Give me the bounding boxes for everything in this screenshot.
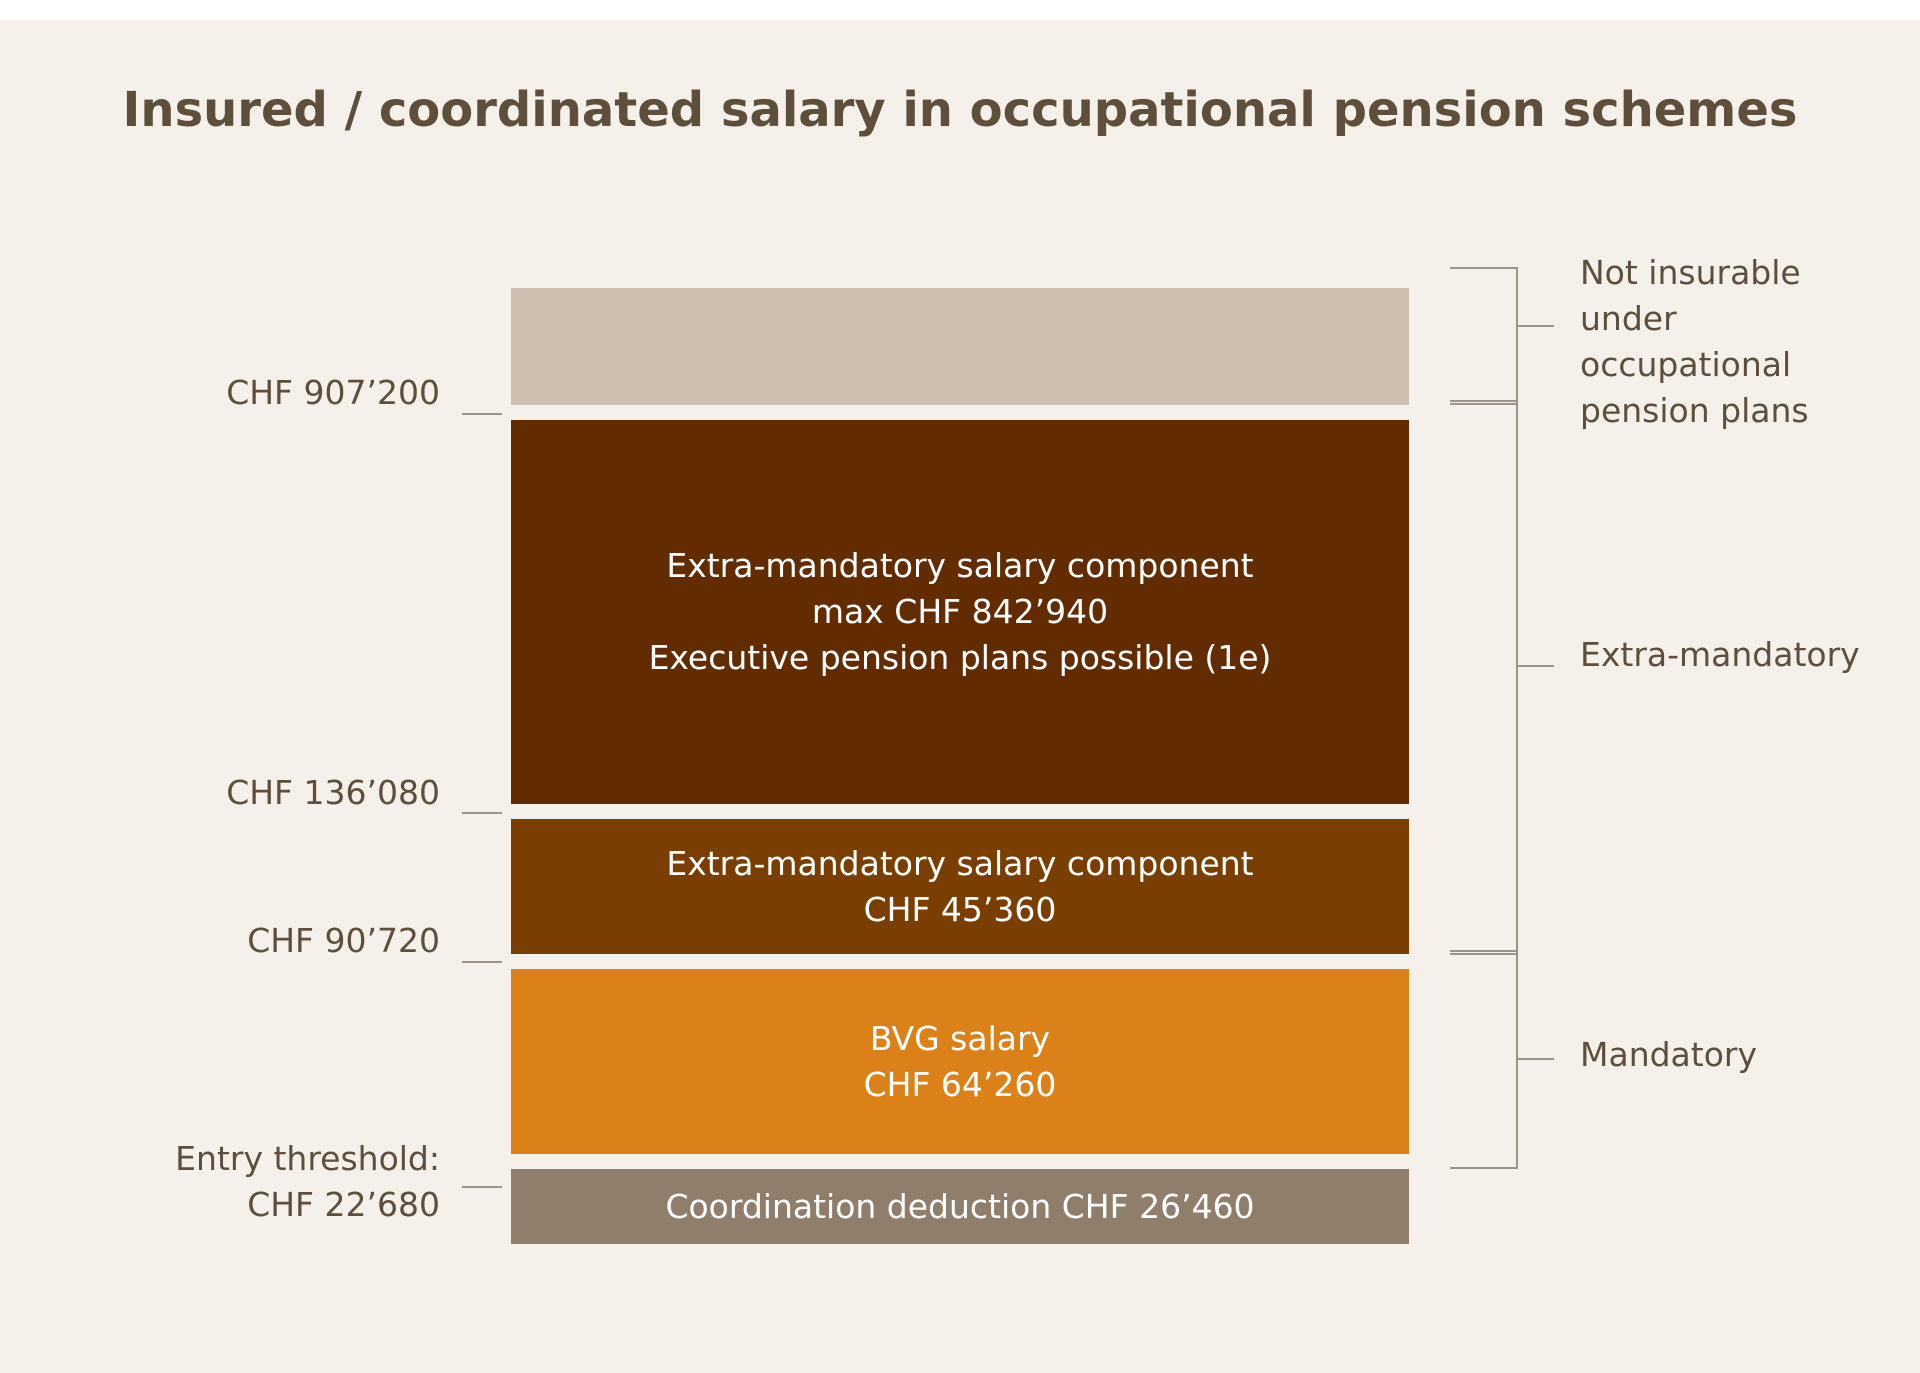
block-extra-mandatory-lower: Extra-mandatory salary component CHF 45’… (511, 819, 1409, 954)
bvg-line-1: BVG salary (869, 1018, 1051, 1058)
side-label-not-insurable: Not insurable under occupational pension… (1580, 250, 1809, 434)
bracket-not-insurable (1450, 267, 1518, 405)
level-90720-text: CHF 90’720 (247, 921, 440, 960)
level-tick-90720 (462, 961, 502, 963)
level-label-136080: CHF 136’080 (226, 770, 440, 816)
entry-threshold-line-2: CHF 22’680 (247, 1185, 440, 1224)
block-coordination-deduction: Coordination deduction CHF 26’460 (511, 1169, 1409, 1244)
side-label-extra-mandatory: Extra-mandatory (1580, 632, 1860, 678)
extra-lower-line-1: Extra-mandatory salary component (666, 843, 1254, 883)
block-bvg-salary: BVG salary CHF 64’260 (511, 969, 1409, 1154)
entry-threshold-line-1: Entry threshold: (175, 1139, 440, 1178)
diagram-canvas: Insured / coordinated salary in occupati… (0, 20, 1920, 1373)
mandatory-label: Mandatory (1580, 1035, 1758, 1074)
diagram-title: Insured / coordinated salary in occupati… (122, 82, 1798, 138)
level-136080-text: CHF 136’080 (226, 773, 440, 812)
extra-mandatory-label: Extra-mandatory (1580, 635, 1860, 674)
extra-upper-line-1: Extra-mandatory salary component (666, 546, 1254, 585)
bracket-extra-mandatory (1450, 400, 1518, 955)
level-label-90720: CHF 90’720 (247, 918, 440, 964)
not-insurable-line-4: pension plans (1580, 391, 1809, 430)
level-label-907200: CHF 907’200 (226, 370, 440, 416)
bvg-line-2: CHF 64’260 (863, 1064, 1057, 1104)
level-tick-entry-threshold (462, 1186, 502, 1188)
block-not-insurable (511, 288, 1409, 405)
level-tick-907200 (462, 413, 502, 415)
bracket-not-insurable-stub (1518, 325, 1554, 327)
level-label-entry-threshold: Entry threshold: CHF 22’680 (175, 1136, 440, 1228)
extra-upper-line-3: Executive pension plans possible (1e) (648, 638, 1272, 677)
block-extra-mandatory-upper: Extra-mandatory salary component max CHF… (511, 420, 1409, 804)
not-insurable-line-3: occupational (1580, 345, 1792, 384)
bracket-mandatory (1450, 950, 1518, 1169)
extra-lower-line-2: CHF 45’360 (863, 889, 1057, 929)
level-907200-text: CHF 907’200 (226, 373, 440, 412)
side-label-mandatory: Mandatory (1580, 1032, 1757, 1078)
coordination-line-1: Coordination deduction CHF 26’460 (665, 1186, 1255, 1226)
bracket-extra-mandatory-stub (1518, 665, 1554, 667)
bracket-mandatory-stub (1518, 1058, 1554, 1060)
not-insurable-line-2: under (1580, 299, 1677, 338)
not-insurable-line-1: Not insurable (1580, 253, 1801, 292)
extra-upper-line-2: max CHF 842’940 (811, 592, 1109, 631)
level-tick-136080 (462, 812, 502, 814)
